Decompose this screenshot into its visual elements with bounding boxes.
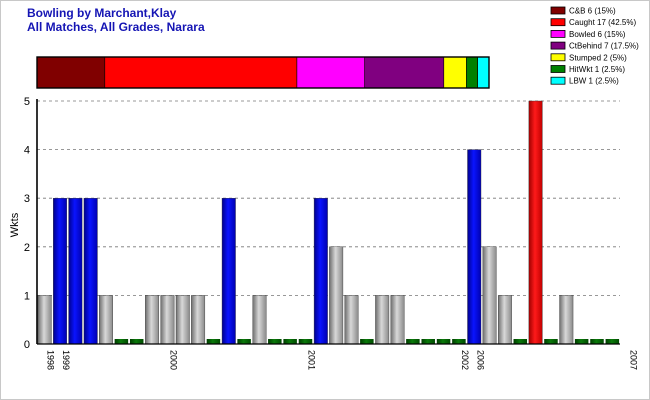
x-tick-label: 2001	[306, 350, 316, 370]
dismissal-segment	[104, 56, 298, 89]
bar-zero	[605, 339, 620, 344]
bar	[99, 295, 113, 345]
bar-zero	[206, 339, 221, 344]
bar	[497, 295, 512, 345]
legend-label: CtBehind 7 (17.5%)	[569, 42, 639, 51]
bar-zero	[590, 339, 604, 344]
legend: C&B 6 (15%) Caught 17 (42.5%) Bowled 6 (15…	[550, 6, 639, 86]
bar-zero	[268, 339, 282, 344]
bar	[160, 295, 175, 345]
bar-zero	[129, 339, 144, 344]
bar	[68, 197, 83, 345]
bar-zero	[406, 339, 420, 344]
legend-swatch	[550, 41, 566, 50]
x-tick-label: 2000	[168, 350, 178, 370]
bar	[390, 295, 405, 345]
bar-zero	[452, 339, 466, 344]
dismissal-bar-border	[36, 56, 490, 89]
bar	[559, 295, 574, 345]
legend-swatch	[550, 18, 566, 27]
bar	[175, 295, 190, 345]
legend-label: Stumped 2 (5%)	[569, 53, 627, 62]
bar	[53, 197, 67, 345]
y-tick-label: 3	[24, 193, 30, 205]
legend-swatch	[550, 6, 566, 15]
x-tick-label: 1999	[61, 350, 71, 370]
bars	[37, 100, 620, 345]
legend-label: LBW 1 (2.5%)	[569, 77, 619, 86]
bar	[191, 295, 206, 345]
bar	[344, 295, 359, 345]
legend-label: C&B 6 (15%)	[569, 7, 616, 16]
dismissal-segment	[466, 56, 478, 89]
bar	[313, 197, 328, 345]
bar	[375, 295, 390, 345]
dismissal-segment	[443, 56, 467, 89]
bar-zero	[544, 339, 558, 344]
axes: 1998 1999 2000 2001 2002 2006 2007	[36, 99, 639, 370]
bar-zero	[421, 339, 435, 344]
bar	[528, 100, 543, 345]
y-tick-label: 5	[24, 96, 30, 108]
bar	[83, 197, 98, 345]
chart-subtitle: All Matches, All Grades, Narara	[27, 20, 205, 34]
bar-zero	[360, 339, 374, 344]
bar-zero	[513, 339, 528, 344]
bar	[145, 295, 160, 345]
x-tick-label: 2002	[460, 350, 470, 370]
legend-label: Caught 17 (42.5%)	[569, 18, 636, 27]
chart-title: Bowling by Marchant,Klay	[27, 6, 177, 20]
dismissal-segment	[36, 56, 106, 89]
dismissal-segment	[296, 56, 365, 89]
bar-zero	[574, 339, 589, 344]
legend-label: HitWkt 1 (2.5%)	[569, 65, 625, 74]
dismissal-segment	[477, 56, 490, 89]
y-tick-label: 1	[24, 290, 30, 302]
bar-zero	[298, 339, 313, 344]
legend-swatch	[550, 65, 566, 73]
gridlines: 0 1 2 3 4 5	[24, 96, 620, 351]
y-tick-label: 0	[24, 339, 30, 351]
bar	[221, 197, 236, 345]
bar	[482, 246, 497, 345]
y-axis-label: Wkts	[9, 212, 21, 237]
legend-swatch	[550, 76, 566, 85]
bar-zero	[283, 339, 297, 344]
bar	[467, 149, 482, 345]
bar	[37, 295, 52, 345]
bar-zero	[436, 339, 451, 344]
bar-zero	[237, 339, 251, 344]
x-tick-label: 2006	[475, 350, 485, 370]
x-tick-label: 1998	[46, 350, 56, 370]
legend-swatch	[550, 29, 566, 38]
dismissal-segment	[364, 56, 445, 89]
bar	[252, 295, 267, 345]
y-tick-label: 2	[24, 242, 30, 254]
dismissal-stacked-bar	[36, 56, 490, 89]
legend-label: Bowled 6 (15%)	[569, 30, 626, 39]
y-tick-label: 4	[24, 145, 30, 157]
x-tick-label: 2007	[629, 350, 639, 370]
bar-zero	[114, 339, 129, 344]
legend-swatch	[550, 53, 566, 62]
bar	[329, 246, 344, 345]
